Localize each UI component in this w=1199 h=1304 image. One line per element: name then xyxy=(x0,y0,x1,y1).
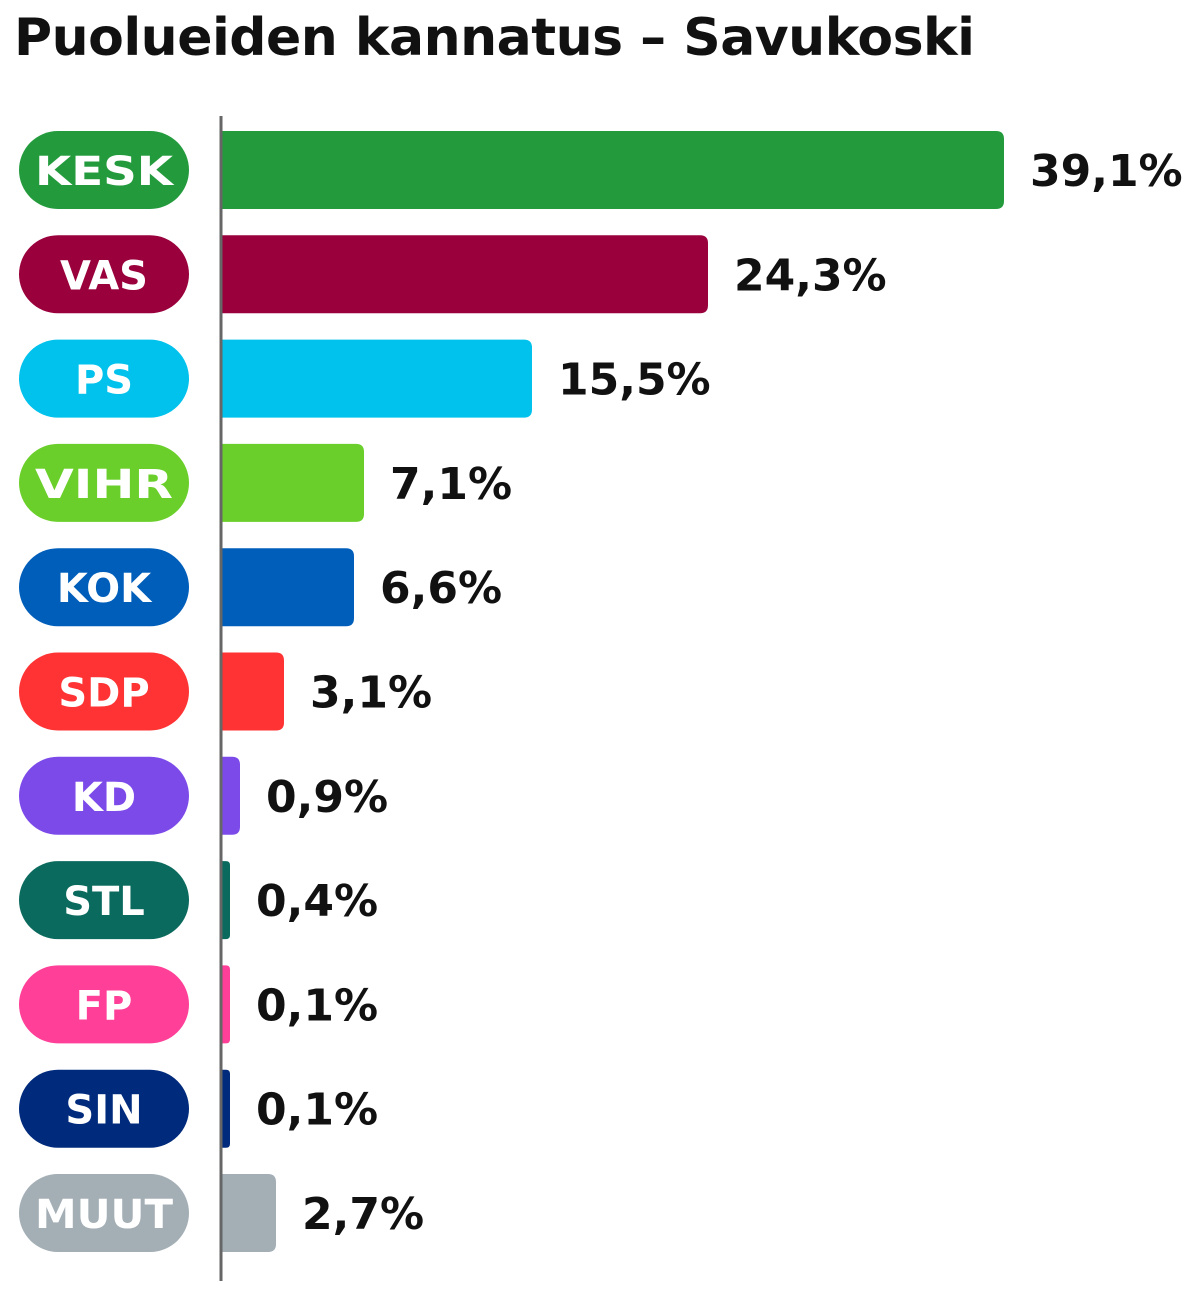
party-pill-muut xyxy=(19,1174,189,1252)
party-label-sin: SIN xyxy=(65,1088,142,1134)
value-label-sin: 0,1% xyxy=(256,1085,378,1136)
bar-muut xyxy=(222,1174,276,1252)
bar-row-sin: SIN 0,1% xyxy=(19,1069,378,1148)
bar-row-kok: KOK 6,6% xyxy=(19,548,502,627)
bar-vihr xyxy=(222,443,364,522)
bar-kesk xyxy=(222,131,1004,209)
value-label-fp: 0,1% xyxy=(256,980,378,1031)
party-label-sdp: SDP xyxy=(58,671,149,717)
party-pill-vihr xyxy=(19,443,189,522)
bar-ps xyxy=(222,339,532,418)
value-label-vihr: 7,1% xyxy=(390,459,512,510)
party-label-vas: VAS xyxy=(60,253,148,299)
bar-row-stl: STL 0,4% xyxy=(19,861,378,940)
party-pill-sdp xyxy=(19,652,189,731)
bar-row-vihr: VIHR 7,1% xyxy=(19,443,512,522)
party-label-kok: KOK xyxy=(57,566,153,612)
bar-stl xyxy=(222,861,230,940)
party-pill-vas xyxy=(19,235,189,314)
party-label-kd: KD xyxy=(72,775,136,821)
value-label-kok: 6,6% xyxy=(380,563,502,614)
value-label-kesk: 39,1% xyxy=(1030,146,1183,197)
party-pill-sin xyxy=(19,1069,189,1148)
value-label-muut: 2,7% xyxy=(302,1189,424,1240)
party-label-vihr: VIHR xyxy=(35,462,173,508)
bar-row-fp: FP 0,1% xyxy=(19,965,378,1044)
party-pill-stl xyxy=(19,861,189,940)
chart-title: Puolueiden kannatus – Savukoski xyxy=(14,8,975,68)
bar-row-vas: VAS 24,3% xyxy=(19,235,887,314)
bar-fp xyxy=(222,965,230,1044)
party-label-muut: MUUT xyxy=(35,1192,174,1238)
party-label-ps: PS xyxy=(75,358,133,404)
party-pill-kd xyxy=(19,756,189,835)
party-pill-fp xyxy=(19,965,189,1044)
bar-row-sdp: SDP 3,1% xyxy=(19,652,432,731)
value-label-kd: 0,9% xyxy=(266,772,388,823)
bar-kd xyxy=(222,756,240,835)
bar-row-kd: KD 0,9% xyxy=(19,756,388,835)
party-pill-kok xyxy=(19,548,189,627)
bar-sin xyxy=(222,1069,230,1148)
value-label-vas: 24,3% xyxy=(734,250,887,301)
party-label-kesk: KESK xyxy=(35,149,175,195)
value-label-sdp: 3,1% xyxy=(310,668,432,719)
bar-row-kesk: KESK 39,1% xyxy=(19,131,1183,209)
bar-sdp xyxy=(222,652,284,731)
party-label-stl: STL xyxy=(63,879,145,925)
bar-row-ps: PS 15,5% xyxy=(19,339,711,418)
party-pill-kesk xyxy=(19,131,189,209)
value-label-ps: 15,5% xyxy=(558,355,711,406)
value-label-stl: 0,4% xyxy=(256,876,378,927)
bar-rows: KESK 39,1% VAS 24,3% PS 15,5% VIHR 7,1% KOK 6,6% S… xyxy=(19,131,1183,1252)
bar-kok xyxy=(222,548,354,627)
party-pill-ps xyxy=(19,339,189,418)
party-label-fp: FP xyxy=(76,983,133,1029)
bar-vas xyxy=(222,235,708,314)
bar-row-muut: MUUT 2,7% xyxy=(19,1174,424,1252)
